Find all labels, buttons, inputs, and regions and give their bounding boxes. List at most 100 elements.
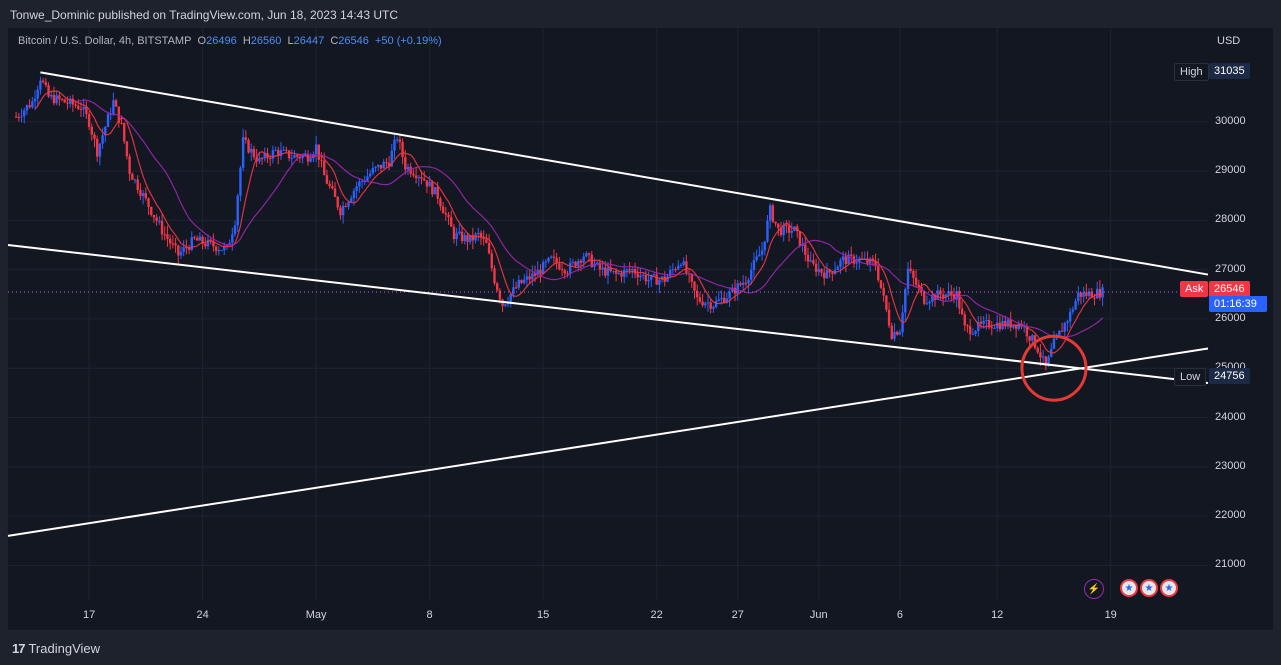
candle-body: [877, 266, 880, 281]
candle-body: [963, 314, 966, 326]
candle-body: [693, 281, 696, 291]
candle-body: [558, 263, 561, 270]
candle-body: [331, 186, 334, 189]
candle-body: [960, 308, 964, 315]
candle-body: [23, 110, 26, 117]
candle-body: [1052, 338, 1056, 349]
candle-body: [633, 268, 637, 274]
candle-body: [120, 122, 123, 124]
candle-body: [1023, 326, 1026, 328]
candle-body: [1066, 321, 1069, 323]
candle-body: [150, 207, 153, 215]
candle-body: [817, 269, 821, 272]
candle-body: [828, 270, 831, 273]
candle-body: [128, 156, 131, 174]
candle-body: [598, 262, 602, 270]
price-tick-label: 26000: [1215, 311, 1246, 324]
candle-body: [74, 104, 77, 106]
candle-body: [577, 260, 580, 267]
candle-body: [509, 294, 512, 302]
candle-body: [390, 150, 393, 167]
candle-body: [371, 167, 375, 174]
candle-body: [250, 148, 253, 153]
currency-label[interactable]: USD: [1217, 35, 1241, 47]
candle-body: [528, 276, 531, 280]
candle-body: [995, 322, 999, 329]
candle-body: [290, 157, 293, 159]
us-flag-icon[interactable]: ★: [1120, 579, 1138, 597]
price-tick-label: 28000: [1215, 213, 1246, 226]
price-tick-label: 23000: [1215, 459, 1246, 472]
candle-body: [301, 155, 304, 159]
candle-body: [493, 268, 496, 284]
close-label: C: [330, 35, 339, 47]
lightning-icon[interactable]: ⚡: [1084, 579, 1104, 599]
candle-body: [541, 261, 545, 275]
candle-body: [236, 195, 239, 226]
candle-body: [517, 279, 521, 288]
candle-body: [68, 98, 72, 104]
candle-body: [193, 237, 196, 239]
candle-body: [463, 235, 466, 242]
candle-body: [1025, 326, 1029, 337]
candle-body: [50, 94, 53, 97]
us-flag-icon[interactable]: ★: [1140, 579, 1158, 597]
candle-body: [1031, 335, 1034, 341]
candle-body: [841, 256, 845, 261]
candle-body: [609, 267, 612, 271]
us-flag-icon[interactable]: ★: [1160, 579, 1178, 597]
candle-body: [752, 259, 756, 270]
candle-body: [568, 262, 572, 274]
candle-body: [155, 217, 158, 221]
candle-body: [650, 274, 653, 280]
candle-body: [923, 291, 926, 304]
symbol-legend[interactable]: Bitcoin / U.S. Dollar, 4h, BITSTAMP O264…: [18, 35, 442, 47]
candle-body: [477, 232, 480, 234]
low-label: L: [287, 35, 294, 47]
candle-body: [595, 262, 599, 264]
candle-body: [704, 303, 707, 306]
candle-body: [95, 138, 99, 157]
candle-body: [966, 325, 969, 327]
candle-body: [241, 137, 245, 168]
candle-body: [441, 206, 445, 214]
candle-body: [998, 322, 1002, 330]
candle-body: [295, 154, 299, 157]
candle-body: [214, 246, 218, 252]
candle-body: [244, 137, 248, 140]
candle-body: [490, 253, 493, 269]
candle-body: [563, 270, 566, 274]
candle-body: [679, 264, 683, 266]
candle-body: [123, 123, 126, 142]
candle-body: [274, 150, 277, 152]
candle-body: [187, 248, 191, 250]
candle-body: [33, 98, 37, 102]
candle-body: [968, 326, 972, 335]
candle-body: [733, 287, 737, 294]
candle-body: [893, 331, 896, 339]
candle-body: [936, 290, 939, 300]
candle-body: [890, 325, 893, 339]
candle-body: [785, 224, 788, 226]
candle-body: [874, 261, 877, 267]
candle-body: [314, 144, 318, 155]
candle-body: [885, 295, 888, 310]
candle-body: [593, 263, 596, 267]
candle-body: [206, 239, 210, 247]
close-value: 26546: [338, 35, 369, 47]
candle-body: [587, 253, 591, 255]
candle-body: [212, 241, 215, 247]
candle-body: [104, 126, 107, 136]
candle-body: [844, 256, 848, 265]
candle-body: [28, 105, 31, 108]
candle-body: [39, 80, 42, 90]
candle-body: [790, 230, 793, 233]
candle-body: [652, 274, 656, 276]
candle-body: [479, 232, 483, 238]
tradingview-logo[interactable]: 17 TradingView: [12, 641, 100, 656]
candle-body: [550, 256, 553, 258]
candle-body: [690, 274, 693, 282]
candle-body: [941, 294, 945, 298]
candle-body: [979, 321, 983, 324]
